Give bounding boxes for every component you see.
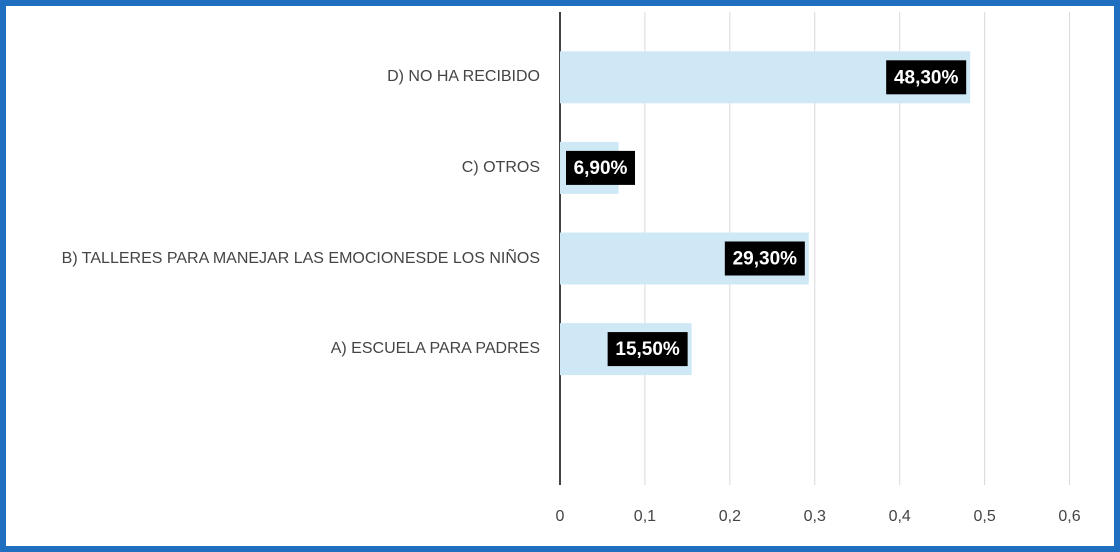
- data-label-box: [886, 60, 967, 95]
- x-tick-label: 0,4: [889, 508, 911, 525]
- y-tick-label: C) OTROS: [461, 158, 540, 176]
- x-tick-label: 0,1: [634, 508, 656, 525]
- y-tick-label: A) ESCUELA PARA PADRES: [330, 340, 540, 358]
- x-tick-label: 0,2: [719, 508, 741, 525]
- data-label-box: [566, 150, 635, 185]
- data-label: 29,30%: [733, 249, 798, 270]
- data-label-box: [607, 332, 688, 367]
- x-tick-label: 0,3: [804, 508, 826, 525]
- x-tick-label: 0,6: [1058, 508, 1080, 525]
- y-tick-label: D) NO HA RECIBIDO: [387, 68, 540, 86]
- x-tick-label: 0,5: [973, 508, 995, 525]
- data-label: 6,90%: [574, 158, 628, 179]
- data-label: 48,30%: [894, 67, 959, 88]
- data-label-box: [724, 241, 805, 276]
- y-tick-label: B) TALLERES PARA MANEJAR LAS EMOCIONESDE…: [61, 249, 540, 267]
- data-label: 15,50%: [615, 339, 680, 360]
- x-tick-label: 0: [556, 508, 565, 525]
